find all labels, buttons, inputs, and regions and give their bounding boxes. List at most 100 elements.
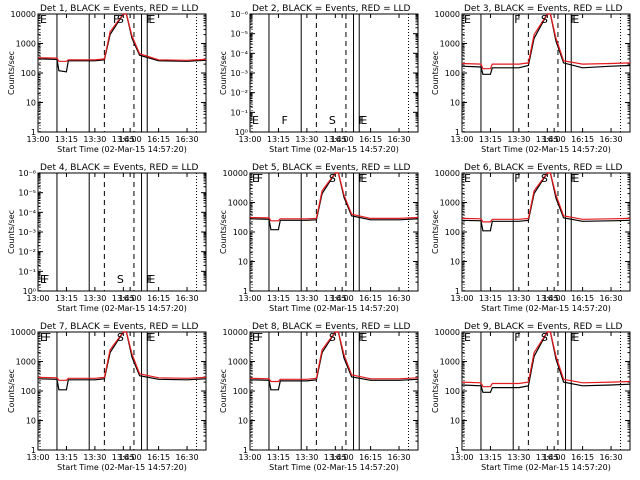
plot-frame bbox=[249, 331, 419, 451]
panel-title: Det 8, BLACK = Events, RED = LLD bbox=[252, 322, 411, 332]
x-tick-label: 13:45 bbox=[536, 453, 559, 462]
event-marker-label: E bbox=[360, 172, 367, 185]
x-tick-label: 16:00 bbox=[119, 135, 142, 144]
y-axis-title: Counts/sec bbox=[219, 369, 228, 413]
event-marker-label: E bbox=[252, 114, 259, 127]
y-tick-label: 10 bbox=[238, 258, 248, 267]
event-marker-label: F bbox=[43, 273, 49, 286]
x-axis-title: Start Time (02-Mar-15 14:57:20) bbox=[57, 145, 187, 154]
event-marker-label: F bbox=[257, 172, 263, 185]
x-tick-label: 13:15 bbox=[55, 135, 78, 144]
y-axis-title: Counts/sec bbox=[7, 51, 16, 95]
plot-frame bbox=[37, 13, 207, 133]
x-tick-label: 16:30 bbox=[600, 294, 623, 303]
lld-series-line bbox=[37, 331, 207, 381]
y-tick-label: 1 bbox=[455, 446, 460, 455]
x-tick-label: 13:15 bbox=[267, 135, 290, 144]
panel-title: Det 4, BLACK = Events, RED = LLD bbox=[40, 163, 199, 173]
event-marker-label: E bbox=[40, 13, 47, 26]
x-tick-label: 16:00 bbox=[119, 453, 142, 462]
y-tick-label: 10⁻⁴ bbox=[230, 49, 248, 58]
event-marker-label: E bbox=[40, 273, 47, 286]
panel-det-2: Det 2, BLACK = Events, RED = LLD 10⁰ 10⁻¹ 1… bbox=[219, 4, 419, 154]
y-tick-label: 10⁻² bbox=[230, 89, 248, 98]
y-tick-label: 1 bbox=[455, 128, 460, 137]
x-tick-label: 13:45 bbox=[536, 294, 559, 303]
y-axis-title: Counts/sec bbox=[431, 369, 440, 413]
panel-det-7: Det 7, BLACK = Events, RED = LLD 1 10 100 10… bbox=[7, 322, 207, 472]
x-tick-label: 13:15 bbox=[55, 294, 78, 303]
x-tick-label: 13:15 bbox=[55, 453, 78, 462]
y-axis-title: Counts/sec bbox=[219, 210, 228, 254]
plot-frame bbox=[37, 331, 207, 451]
x-tick-label: 13:30 bbox=[295, 135, 318, 144]
y-tick-label: 10⁻³ bbox=[18, 228, 36, 237]
y-tick-label: 10000 bbox=[11, 10, 36, 19]
event-marker-label: F bbox=[358, 114, 364, 127]
y-tick-label: 1000 bbox=[16, 358, 36, 367]
event-marker-label: S bbox=[329, 172, 336, 185]
event-marker-label: S bbox=[541, 172, 548, 185]
event-marker-label: F bbox=[146, 331, 152, 344]
event-marker-label: S bbox=[541, 331, 548, 344]
event-marker-label: E bbox=[148, 13, 155, 26]
x-tick-label: 16:30 bbox=[388, 453, 411, 462]
x-tick-label: 13:45 bbox=[324, 294, 347, 303]
event-marker-label: S bbox=[117, 13, 124, 26]
x-axis-title: Start Time (02-Mar-15 14:57:20) bbox=[481, 145, 611, 154]
x-tick-label: 13:15 bbox=[267, 453, 290, 462]
x-axis-title: Start Time (02-Mar-15 14:57:20) bbox=[269, 463, 399, 472]
x-tick-label: 16:15 bbox=[147, 135, 170, 144]
event-marker-label: F bbox=[281, 114, 287, 127]
x-tick-label: 13:00 bbox=[450, 135, 473, 144]
y-tick-label: 10 bbox=[238, 417, 248, 426]
y-tick-label: 10⁻⁴ bbox=[18, 208, 36, 217]
x-tick-label: 16:30 bbox=[176, 294, 199, 303]
x-tick-label: 16:15 bbox=[571, 294, 594, 303]
event-marker-label: E bbox=[148, 273, 155, 286]
y-axis-title: Counts/sec bbox=[431, 210, 440, 254]
y-tick-label: 1000 bbox=[228, 199, 248, 208]
x-tick-label: 16:00 bbox=[543, 294, 566, 303]
x-tick-label: 13:45 bbox=[324, 135, 347, 144]
x-tick-label: 13:15 bbox=[267, 294, 290, 303]
x-tick-label: 16:30 bbox=[600, 453, 623, 462]
y-tick-label: 1 bbox=[243, 287, 248, 296]
x-tick-label: 13:30 bbox=[83, 135, 106, 144]
y-axis-title: Counts/sec bbox=[7, 369, 16, 413]
lld-series-line bbox=[461, 172, 631, 223]
y-tick-label: 10 bbox=[450, 417, 460, 426]
event-marker-label: S bbox=[541, 13, 548, 26]
x-axis-title: Start Time (02-Mar-15 14:57:20) bbox=[269, 304, 399, 313]
event-marker-label: E bbox=[572, 172, 579, 185]
y-tick-label: 10⁻⁶ bbox=[18, 169, 36, 178]
x-tick-label: 16:00 bbox=[119, 294, 142, 303]
panel-title: Det 7, BLACK = Events, RED = LLD bbox=[40, 322, 199, 332]
x-tick-label: 13:30 bbox=[507, 294, 530, 303]
events-series-line bbox=[461, 331, 631, 393]
lld-series-line bbox=[249, 172, 419, 222]
y-tick-label: 100 bbox=[445, 228, 460, 237]
x-tick-label: 13:15 bbox=[479, 294, 502, 303]
event-marker-label: E bbox=[252, 331, 259, 344]
x-tick-label: 16:00 bbox=[331, 135, 354, 144]
y-tick-label: 100 bbox=[21, 387, 36, 396]
x-tick-label: 13:45 bbox=[112, 135, 135, 144]
lld-series-line bbox=[461, 331, 631, 388]
x-tick-label: 13:15 bbox=[479, 135, 502, 144]
lld-series-line bbox=[461, 13, 631, 70]
plot-frame bbox=[461, 172, 631, 292]
y-tick-label: 10000 bbox=[223, 328, 248, 337]
panel-det-3: Det 3, BLACK = Events, RED = LLD 1 10 100 10… bbox=[431, 4, 631, 154]
y-tick-label: 1 bbox=[31, 446, 36, 455]
y-tick-label: 100 bbox=[233, 387, 248, 396]
event-marker-label: E bbox=[464, 13, 471, 26]
x-tick-label: 13:00 bbox=[238, 135, 261, 144]
event-marker-label: F bbox=[257, 331, 263, 344]
plot-frame bbox=[249, 172, 419, 292]
event-marker-label: F bbox=[146, 13, 152, 26]
event-marker-label: F bbox=[146, 273, 152, 286]
y-tick-label: 100 bbox=[445, 69, 460, 78]
event-marker-label: F bbox=[113, 13, 119, 26]
